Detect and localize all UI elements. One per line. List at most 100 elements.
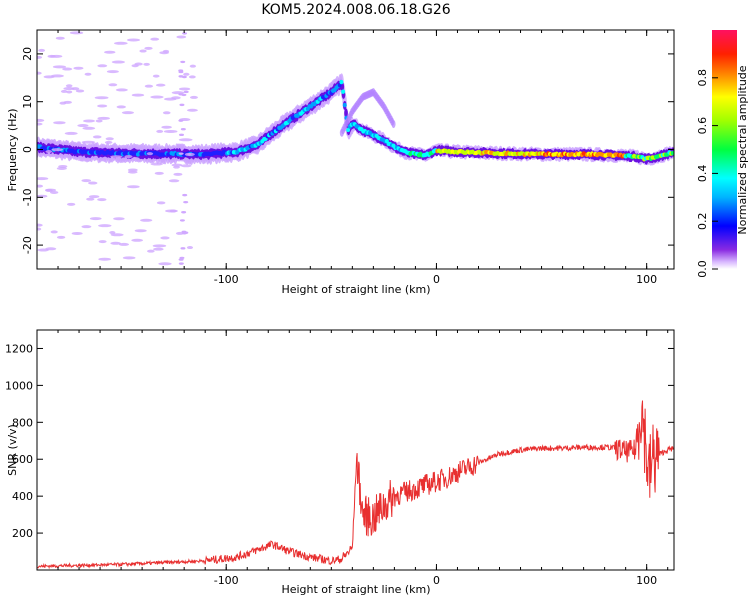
spectral-speckle (60, 89, 68, 93)
spectral-speckle (37, 248, 49, 252)
y-tick-label: 200 (12, 527, 33, 540)
spectral-speckle (77, 158, 91, 162)
spectral-speckle (179, 256, 185, 260)
colorbar: 0.0 0.2 0.4 0.6 0.8 Normalized spectral ampl… (696, 30, 749, 278)
spectral-speckle (178, 75, 184, 78)
spectral-speckle (66, 90, 73, 94)
spectral-speckle (83, 119, 96, 123)
spectral-speckle (181, 230, 187, 233)
spectral-speckle (156, 201, 166, 205)
spectral-speckle (97, 64, 108, 68)
spectral-speckle (73, 66, 84, 70)
spectral-speckle (38, 48, 46, 52)
y-tick-label: 10 (21, 95, 34, 109)
spectral-speckle (121, 111, 135, 115)
spectral-speckle (150, 162, 163, 166)
spectral-speckle (95, 119, 103, 123)
spectral-speckle (180, 247, 186, 250)
spectral-speckle (179, 219, 185, 222)
x-tick-label: 100 (636, 574, 657, 587)
spectral-speckle (81, 140, 96, 144)
y-tick-label: -10 (21, 188, 34, 206)
spectral-speckle (37, 55, 43, 59)
spectral-speckle (178, 152, 184, 155)
spectral-speckle (116, 105, 126, 109)
x-tick-label: 0 (433, 273, 440, 286)
x-tick-label: 0 (433, 574, 440, 587)
spectral-speckle (105, 137, 114, 141)
spectral-speckle (55, 36, 65, 40)
spectral-speckle (127, 38, 141, 42)
spectral-speckle (47, 54, 56, 58)
snr-y-label: SNR (v/v) (6, 424, 19, 476)
spectral-speckle (45, 188, 53, 192)
spectral-speckle (179, 103, 185, 107)
spectral-speckle (37, 177, 49, 181)
spectral-speckle (106, 70, 119, 74)
spectral-speckle (86, 197, 95, 201)
spectral-speckle (63, 87, 75, 91)
spectral-speckle (189, 95, 198, 99)
spectral-speckle (180, 60, 186, 64)
y-tick-label: 1000 (5, 379, 33, 392)
spectral-speckle (139, 49, 147, 53)
spectral-speckle (131, 238, 144, 242)
spectral-speckle (50, 230, 58, 234)
y-tick-label: 1200 (5, 342, 33, 355)
spectral-speckle (168, 179, 180, 183)
spectral-speckle (150, 37, 160, 41)
spectral-core (341, 89, 346, 94)
spectral-speckle (109, 231, 116, 235)
spectral-speckle (71, 231, 83, 235)
spectral-speckle (155, 83, 166, 87)
spectral-core (346, 127, 351, 133)
snr-ticks: -100 0 100 200 400 600 800 1000 1200 (5, 330, 674, 587)
spectrogram-marks (37, 31, 674, 266)
spectrogram-x-label: Height of straight line (km) (281, 283, 430, 296)
spectral-speckle (127, 168, 138, 172)
spectral-speckle (188, 75, 196, 79)
spectral-speckle (173, 165, 180, 169)
spectral-speckle (64, 131, 78, 135)
colorbar-tick-label: 0.6 (696, 117, 709, 135)
spectral-speckle (182, 193, 188, 197)
spectral-speckle (143, 62, 150, 66)
spectral-speckle (131, 93, 145, 97)
spectral-speckle (158, 262, 172, 266)
spectral-speckle (69, 31, 84, 35)
y-tick-label: 600 (12, 453, 33, 466)
colorbar-gradient (712, 30, 737, 269)
colorbar-tick-label: 0.4 (696, 165, 709, 183)
spectral-speckle (150, 95, 164, 99)
snr-x-label: Height of straight line (km) (281, 583, 430, 596)
spectral-speckle (186, 246, 194, 250)
spectral-speckle (122, 256, 136, 260)
spectral-speckle (183, 72, 190, 76)
spectral-speckle (59, 101, 67, 105)
spectral-branch (391, 120, 396, 129)
snr-marks (37, 400, 674, 570)
spectral-speckle (111, 60, 126, 64)
spectral-speckle (160, 236, 170, 240)
spectral-speckle (110, 241, 121, 245)
spectral-speckle (37, 227, 42, 231)
x-tick-label: -100 (214, 574, 239, 587)
spectral-speckle (87, 181, 98, 185)
spectral-speckle (37, 223, 43, 227)
spectral-speckle (124, 155, 133, 159)
spectral-cell (344, 108, 348, 118)
spectral-speckle (77, 124, 89, 128)
spectral-speckle (173, 172, 183, 176)
spectral-speckle (163, 129, 178, 133)
spectral-speckle (115, 88, 128, 92)
spectral-speckle (134, 62, 143, 66)
spectral-speckle (50, 74, 64, 78)
spectral-speckle (178, 262, 184, 265)
spectral-speckle (75, 89, 85, 93)
spectral-speckle (132, 157, 140, 161)
spectral-speckle (110, 233, 124, 237)
spectral-speckle (53, 121, 66, 125)
spectral-speckle (113, 217, 125, 221)
spectrogram-y-label: Frequency (Hz) (6, 109, 19, 192)
